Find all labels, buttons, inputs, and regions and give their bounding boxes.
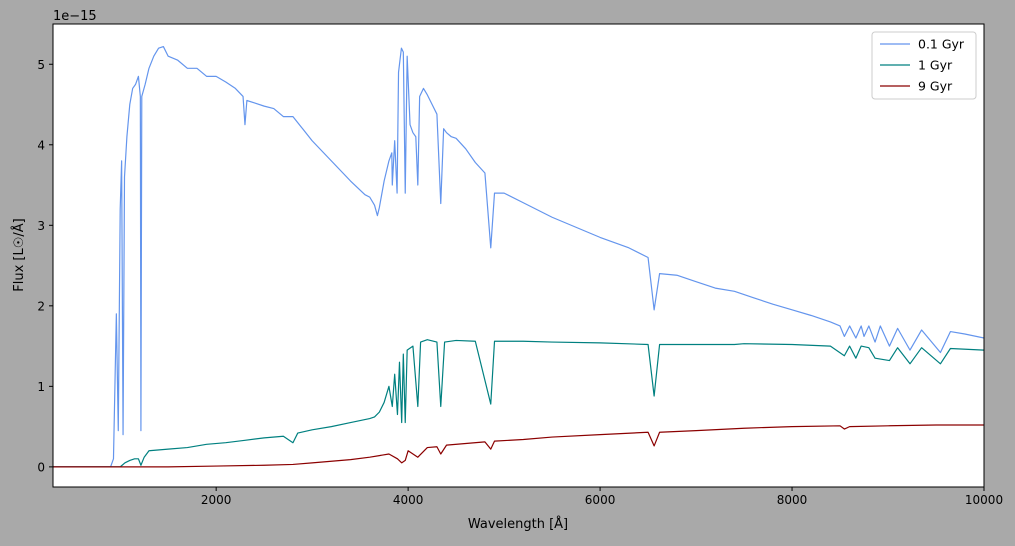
legend-label-1: 1 Gyr [918, 58, 953, 73]
y-offset-label: 1e−15 [53, 9, 97, 24]
x-axis-ticks: 2000 4000 6000 8000 10000 [201, 487, 1003, 507]
y-tick-label: 1 [37, 380, 45, 394]
x-tick-label: 8000 [777, 493, 808, 507]
y-tick-label: 4 [37, 138, 45, 152]
plot-frame [52, 23, 985, 488]
y-tick-label: 5 [37, 58, 45, 72]
y-tick-label: 0 [37, 460, 45, 474]
plot-area [53, 24, 984, 487]
y-axis-label: Flux [L☉/Å] [11, 218, 27, 291]
x-tick-label: 4000 [393, 493, 424, 507]
y-axis-ticks: 0 1 2 3 4 5 [37, 58, 53, 474]
x-tick-label: 2000 [201, 493, 232, 507]
x-tick-label: 10000 [965, 493, 1003, 507]
legend-box [871, 31, 977, 100]
series-line-0 [53, 45, 984, 468]
y-tick-label: 3 [37, 219, 45, 233]
y-tick-label: 2 [37, 299, 45, 313]
legend-label-2: 9 Gyr [918, 79, 953, 94]
series-line-1 [53, 339, 984, 468]
series-layer [53, 45, 984, 468]
x-axis-label: Wavelength [Å] [468, 516, 568, 532]
legend-label-0: 0.1 Gyr [918, 37, 965, 52]
x-tick-label: 6000 [585, 493, 616, 507]
legend: 0.1 Gyr 1 Gyr 9 Gyr [871, 31, 977, 100]
series-line-2 [53, 424, 984, 468]
